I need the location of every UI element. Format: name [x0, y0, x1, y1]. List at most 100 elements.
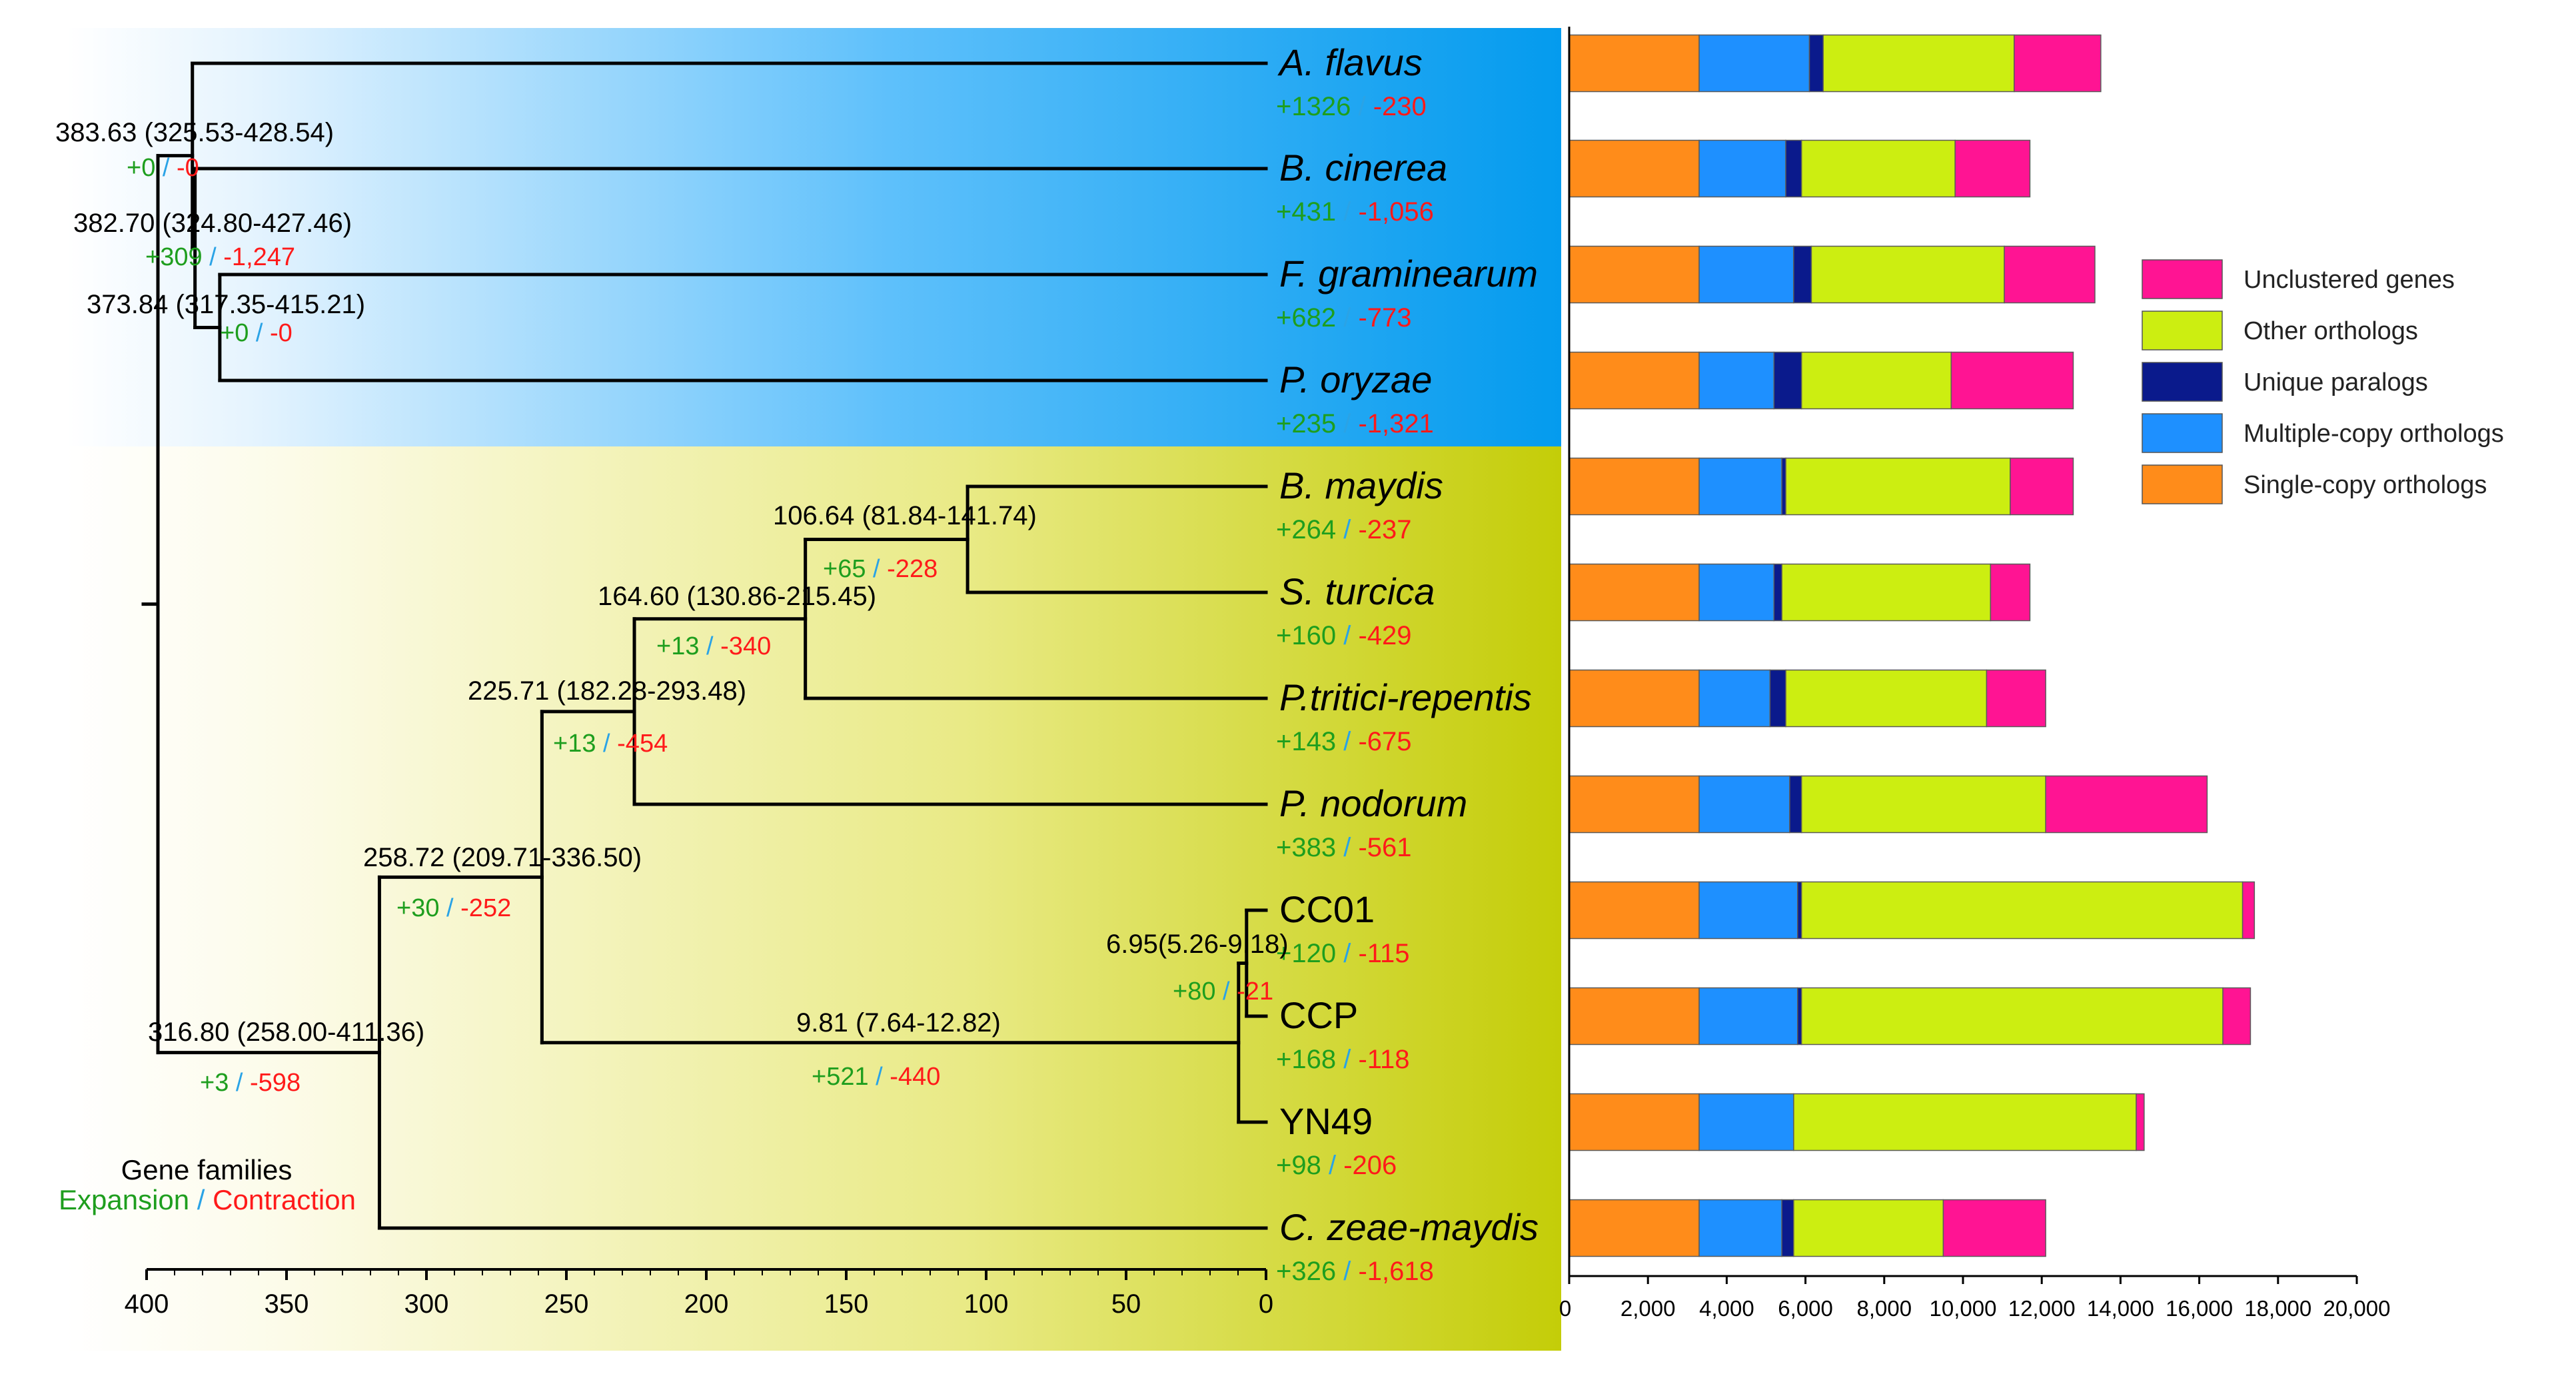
bar-segment	[1769, 669, 1786, 728]
taxon-contraction: -773	[1358, 303, 1411, 333]
bar-segment	[1698, 669, 1771, 728]
node-contraction: -1,247	[223, 243, 295, 271]
bar-axis-tick-label: 20,000	[2323, 1296, 2391, 1321]
taxon-label: B. cinerea	[1279, 147, 1447, 189]
taxon-contraction: -1,618	[1358, 1257, 1433, 1286]
node-gene-family-change: +0 / -0	[127, 154, 199, 182]
taxon-gene-family-change: +143 / -675	[1276, 727, 1412, 756]
bar-segment	[2045, 775, 2208, 834]
taxon-expansion: +1326	[1276, 92, 1351, 121]
taxon-expansion: +431	[1276, 197, 1336, 227]
bar-segment	[1698, 987, 1798, 1045]
node-expansion: +0	[127, 154, 155, 182]
separator: /	[189, 1184, 213, 1215]
node-age-label: 382.70 (324.80-427.46)	[73, 209, 352, 238]
node-gene-family-change: +30 / -252	[396, 894, 511, 922]
separator: /	[596, 730, 617, 758]
taxon-gene-family-change: +383 / -561	[1276, 833, 1412, 862]
taxon-expansion: +168	[1276, 1045, 1336, 1074]
taxon-expansion: +160	[1276, 621, 1336, 650]
node-contraction: -0	[177, 154, 199, 182]
node-contraction: -228	[887, 555, 938, 583]
bar-segment	[1810, 245, 2005, 304]
node-expansion: +521	[812, 1063, 869, 1091]
bar-chart-x-axis: 0 2,000 4,000 6,000 8,000 10,000 12,000 14,000 1…	[1559, 27, 2391, 1321]
node-contraction: -454	[617, 730, 668, 758]
separator: /	[1336, 303, 1358, 333]
gene-families-title: Gene families	[121, 1154, 293, 1185]
taxon-contraction: -1,056	[1358, 197, 1433, 227]
bar-segment	[1569, 34, 1700, 93]
taxon-contraction: -115	[1358, 939, 1409, 968]
taxon-contraction: -675	[1358, 727, 1411, 756]
bar-segment	[1986, 669, 2046, 728]
bar-segment	[1785, 669, 1988, 728]
node-age-label: 9.81 (7.64-12.82)	[796, 1008, 1001, 1037]
bar-segment	[1942, 1199, 2046, 1257]
node-gene-family-change: +13 / -340	[656, 632, 771, 660]
taxon-expansion: +120	[1276, 939, 1336, 968]
legend-swatch	[2142, 311, 2223, 350]
taxon-expansion: +98	[1276, 1151, 1321, 1180]
node-contraction: -252	[460, 894, 511, 922]
bar-segment	[1800, 987, 2224, 1045]
taxon-expansion: +235	[1276, 409, 1336, 438]
node-age-label: 164.60 (130.86-215.45)	[598, 582, 876, 611]
separator: /	[1336, 409, 1358, 438]
separator: /	[249, 319, 270, 347]
node-expansion: +309	[145, 243, 203, 271]
bar-segment	[1698, 563, 1775, 622]
taxon-expansion: +682	[1276, 303, 1336, 333]
bar-segment	[1698, 34, 1810, 93]
bar-axis-tick-label: 0	[1559, 1296, 1571, 1321]
taxon-gene-family-change: +431 / -1,056	[1276, 197, 1434, 227]
clade-background-dothideomycetes	[67, 446, 1561, 1351]
taxon-label: CCP	[1279, 994, 1358, 1036]
phylogenetic-tree: A. flavus +1326 / -230 B. cinerea +431 / -1…	[55, 41, 1539, 1286]
separator: /	[439, 894, 460, 922]
separator: /	[203, 243, 224, 271]
taxon-label: P. nodorum	[1279, 782, 1467, 824]
taxon-gene-family-change: +120 / -115	[1276, 939, 1410, 968]
bar-segment	[1569, 351, 1700, 410]
taxon-gene-family-change: +326 / -1,618	[1276, 1257, 1434, 1286]
legend-swatch	[2142, 464, 2223, 504]
taxon-label: CC01	[1279, 888, 1375, 930]
bar-segment	[1990, 563, 2031, 622]
bar-segment	[2010, 457, 2074, 516]
tree-axis-tick-label: 50	[1111, 1289, 1141, 1319]
node-expansion: +65	[823, 555, 866, 583]
bar-segment	[2136, 1093, 2145, 1151]
node-expansion: +13	[553, 730, 596, 758]
node-gene-family-change: +3 / -598	[200, 1069, 301, 1097]
bar-segment	[1569, 1199, 1700, 1257]
node-age-label: 106.64 (81.84-141.74)	[773, 501, 1037, 530]
bar-segment	[1569, 669, 1700, 728]
bar-segment	[1773, 351, 1802, 410]
tree-axis-tick-label: 300	[404, 1289, 449, 1319]
bar-axis-tick-label: 18,000	[2244, 1296, 2311, 1321]
bar-segment	[1789, 775, 1802, 834]
bar-segment	[1569, 457, 1700, 516]
bar-segment	[1781, 457, 1786, 516]
taxon-label: YN49	[1279, 1100, 1373, 1142]
taxon-contraction: -561	[1358, 833, 1411, 862]
separator: /	[1351, 92, 1373, 121]
bar-segment	[1950, 351, 2074, 410]
bar-axis-tick-label: 2,000	[1620, 1296, 1676, 1321]
bar-segment	[1781, 563, 1992, 622]
bar-segment	[1698, 457, 1782, 516]
bar-segment	[1797, 881, 1802, 940]
taxon-label: C. zeae-maydis	[1279, 1206, 1539, 1248]
bar-segment	[1698, 139, 1786, 198]
separator: /	[866, 555, 887, 583]
bar-segment	[1698, 245, 1794, 304]
taxon-expansion: +264	[1276, 515, 1336, 544]
taxon-contraction: -230	[1373, 92, 1427, 121]
tree-time-axis: 400 350 300 250 200 150 100 50 0	[125, 1268, 1273, 1319]
bar-segment	[1569, 775, 1700, 834]
bar-axis-tick-label: 10,000	[1930, 1296, 1997, 1321]
taxon-contraction: -206	[1343, 1151, 1397, 1180]
